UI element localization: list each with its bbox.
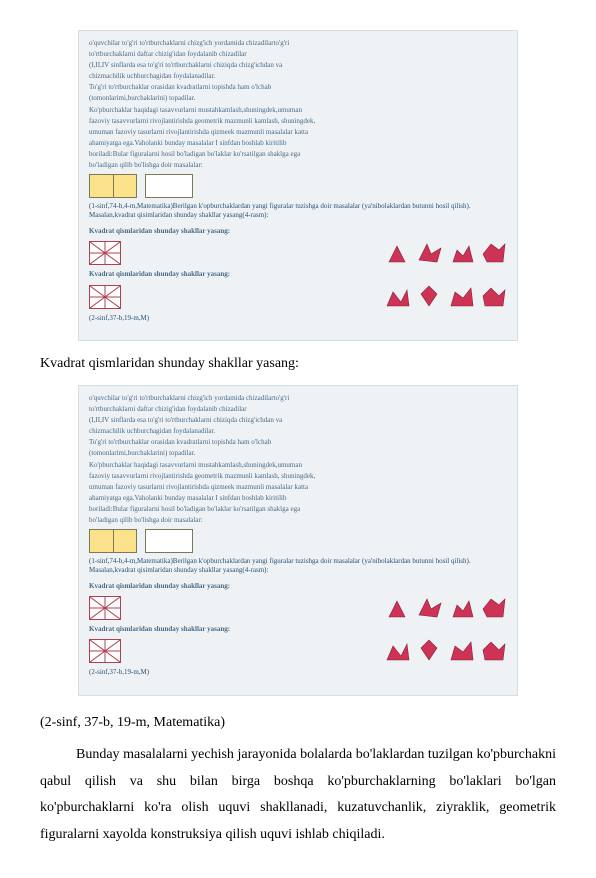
tangram-shape-icon (449, 284, 475, 310)
tangram-shape-icon (481, 638, 507, 664)
scan-footer-ref: (2-sinf,37-b,19-m,M) (89, 668, 507, 677)
tangram-shape-icon (417, 595, 443, 621)
tangram-shape-icon (481, 595, 507, 621)
scan-line: (I,II,IV sinflarda esa to'g'ri to'rtburc… (89, 61, 507, 70)
tangram-shape-icon (417, 240, 443, 266)
scan-row1-caption: Kvadrat qismlaridan shunday shakllar yas… (89, 582, 230, 591)
scanned-figure-1: o'quvchilar to'g'ri to'rtburchaklarni ch… (78, 30, 518, 341)
blank-rectangle-icon (145, 529, 193, 553)
scan-row-shapes-2b (89, 638, 507, 664)
scan-row-top-boxes (89, 174, 507, 198)
blank-rectangle-icon (145, 174, 193, 198)
crossed-square-icon (89, 596, 121, 620)
scan-footer-ref: (2-sinf,37-b,19-m,M) (89, 314, 507, 323)
scan-mid-line: (1-sinf,74-b,4-m,Matematika)Berilgan k'o… (89, 202, 507, 220)
crossed-square-icon (89, 285, 121, 309)
scan-line: Ko'pburchaklar haqidagi tasavvurlarni mu… (89, 461, 507, 470)
tangram-shape-icon (385, 638, 411, 664)
scan-line: boriladi:Bular figuralarni hosil bo'ladi… (89, 150, 507, 159)
scan-line: bo'ladigan qilib bo'lishga doir masalala… (89, 161, 507, 170)
scan-line: chizmachilik uchburchagidan foydalanadil… (89, 72, 507, 81)
scan-row1-caption: Kvadrat qismlaridan shunday shakllar yas… (89, 227, 230, 236)
scan-paragraph-block: o'quvchilar to'g'ri to'rtburchaklarni ch… (89, 394, 507, 525)
scan-row-shapes-1b (89, 595, 507, 621)
crossed-square-icon (89, 241, 121, 265)
scan-row-shapes-1: Kvadrat qismlaridan shunday shakllar yas… (89, 582, 507, 591)
yellow-rectangle-icon (89, 529, 137, 553)
tangram-shape-icon (449, 595, 475, 621)
scan-line: umuman fazoviy tasurlarni rivojlantirish… (89, 128, 507, 137)
shapes-strip (385, 240, 507, 266)
scan-line: bo'ladigan qilib bo'lishga doir masalala… (89, 516, 507, 525)
scan-line: (tomonlarimi,burchaklarini) topadilar. (89, 449, 507, 458)
scan-row-shapes-1b (89, 240, 507, 266)
scan-line: To'g'ri to'rtburchaklar orasidan kvadrat… (89, 438, 507, 447)
tangram-shape-icon (449, 638, 475, 664)
scan-row-shapes-2: Kvadrat qismlaridan shunday shakllar yas… (89, 625, 507, 634)
tangram-shape-icon (481, 240, 507, 266)
scan-line: umuman fazoviy tasurlarni rivojlantirish… (89, 483, 507, 492)
scan-row-shapes-2: Kvadrat qismlaridan shunday shakllar yas… (89, 270, 507, 279)
scan-row-shapes-2b (89, 284, 507, 310)
yellow-rectangle-icon (89, 174, 137, 198)
tangram-shape-icon (481, 284, 507, 310)
reference-line: (2-sinf, 37-b, 19-m, Matematika) (40, 712, 556, 734)
tangram-shape-icon (385, 284, 411, 310)
tangram-shape-icon (449, 240, 475, 266)
scan-line: o'quvchilar to'g'ri to'rtburchaklarni ch… (89, 394, 507, 403)
scan-line: o'quvchilar to'g'ri to'rtburchaklarni ch… (89, 39, 507, 48)
scan-line: (tomonlarimi,burchaklarini) topadilar. (89, 94, 507, 103)
scan-line: ahamiyatga ega.Vaholanki bunday masalala… (89, 139, 507, 148)
scanned-figure-2: o'quvchilar to'g'ri to'rtburchaklarni ch… (78, 385, 518, 696)
tangram-shape-icon (385, 240, 411, 266)
shapes-strip (385, 595, 507, 621)
scan-mid-line: (1-sinf,74-b,4-m,Matematika)Berilgan k'o… (89, 557, 507, 575)
scan-line: fazoviy tasavvurlarni rivojlantirishda g… (89, 117, 507, 126)
scan-row-top-boxes (89, 529, 507, 553)
scan-row2-caption: Kvadrat qismlaridan shunday shakllar yas… (89, 625, 230, 634)
scan-paragraph-block: o'quvchilar to'g'ri to'rtburchaklarni ch… (89, 39, 507, 170)
shapes-strip (385, 638, 507, 664)
scan-line: to'rtburchaklarni daftar chizig'idan foy… (89, 50, 507, 59)
body-paragraph: Bunday masalalarni yechish jarayonida bo… (40, 742, 556, 848)
scan-line: chizmachilik uchburchagidan foydalanadil… (89, 427, 507, 436)
scan-row-shapes-1: Kvadrat qismlaridan shunday shakllar yas… (89, 227, 507, 236)
scan-line: (I,II,IV sinflarda esa to'g'ri to'rtburc… (89, 416, 507, 425)
scan-line: ahamiyatga ega.Vaholanki bunday masalala… (89, 494, 507, 503)
figure-caption-1: Kvadrat qismlaridan shunday shakllar yas… (40, 353, 556, 375)
shapes-strip (385, 284, 507, 310)
tangram-shape-icon (385, 595, 411, 621)
crossed-square-icon (89, 639, 121, 663)
tangram-shape-icon (417, 284, 443, 310)
scan-row2-caption: Kvadrat qismlaridan shunday shakllar yas… (89, 270, 230, 279)
scan-line: Ko'pburchaklar haqidagi tasavvurlarni mu… (89, 106, 507, 115)
scan-line: boriladi:Bular figuralarni hosil bo'ladi… (89, 505, 507, 514)
scan-line: To'g'ri to'rtburchaklar orasidan kvadrat… (89, 83, 507, 92)
tangram-shape-icon (417, 638, 443, 664)
scan-line: fazoviy tasavvurlarni rivojlantirishda g… (89, 472, 507, 481)
scan-line: to'rtburchaklarni daftar chizig'idan foy… (89, 405, 507, 414)
